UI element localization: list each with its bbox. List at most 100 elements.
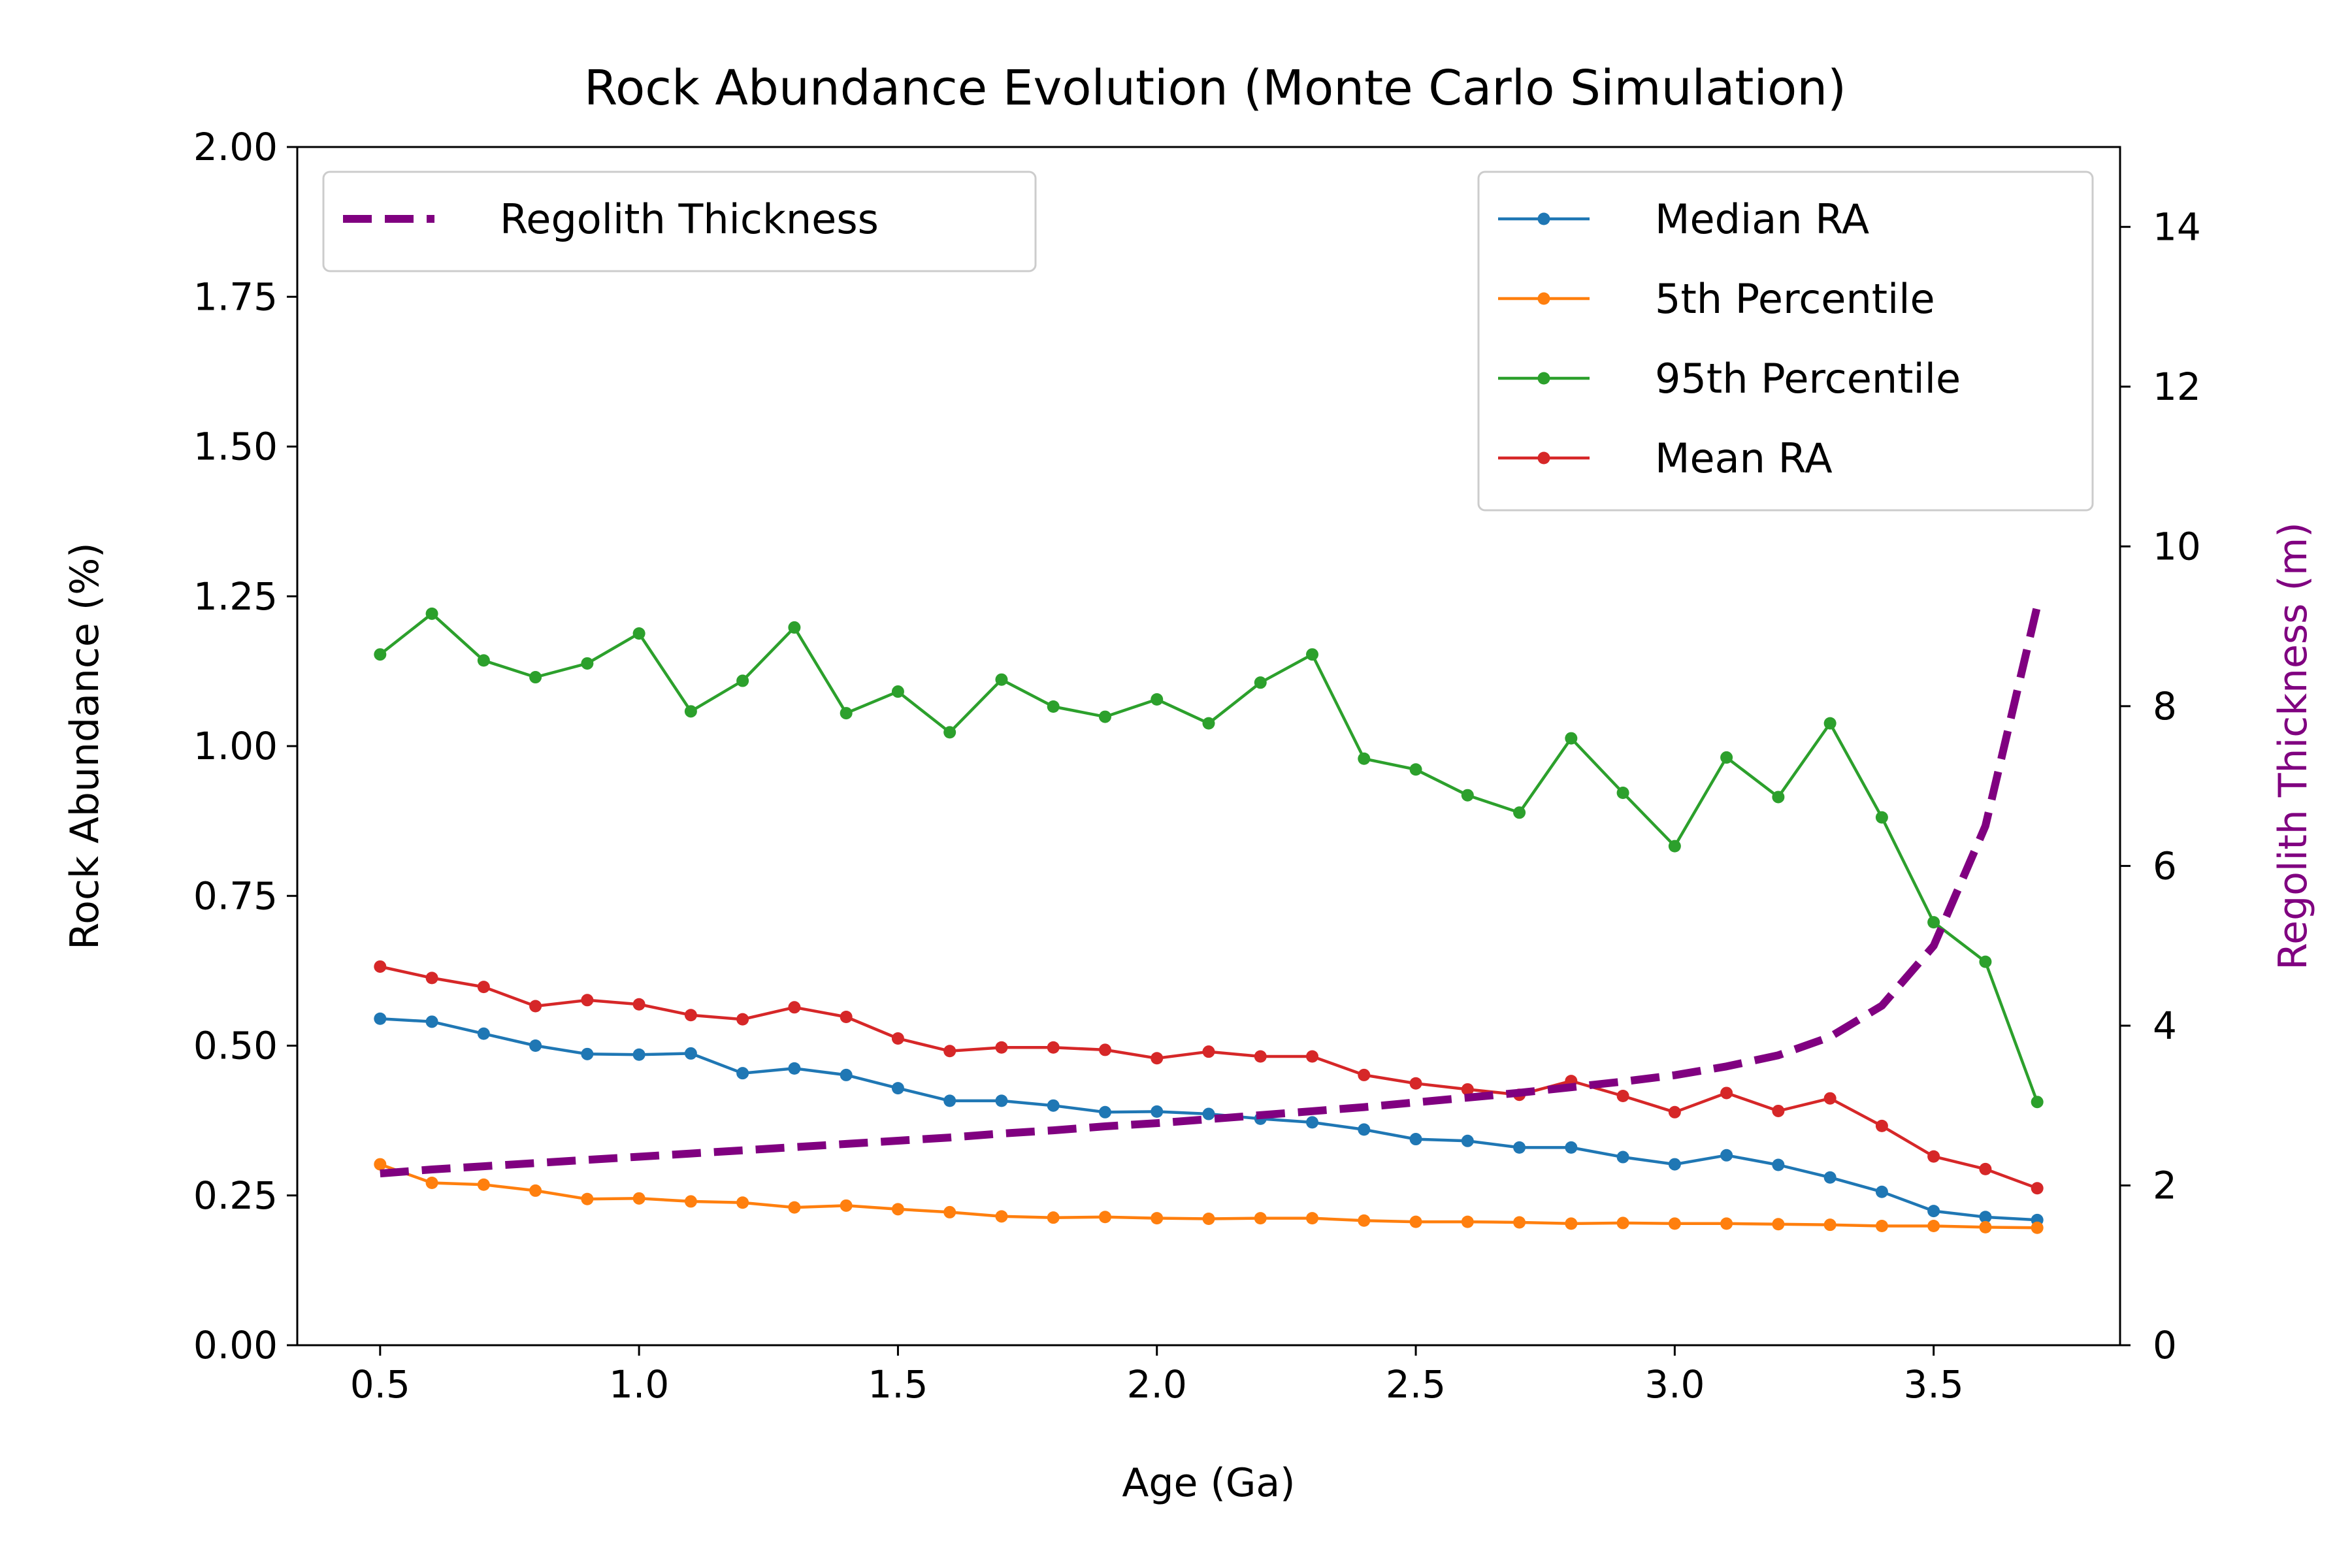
y-tick-label: 0.00 [193, 1323, 278, 1367]
data-point [943, 1045, 956, 1058]
data-point [477, 1178, 490, 1191]
data-point [1927, 1150, 1940, 1163]
data-point [1202, 1107, 1215, 1120]
data-point [425, 972, 438, 985]
data-point [1720, 1149, 1733, 1162]
data-point [1047, 1099, 1060, 1112]
data-point [1823, 1171, 1837, 1184]
data-point [1098, 1211, 1111, 1224]
y-tick-label: 0.75 [193, 874, 278, 918]
data-point [1979, 1162, 1992, 1175]
chart-title: Rock Abundance Evolution (Monte Carlo Si… [584, 60, 1846, 116]
y-tick-label: 1.75 [193, 274, 278, 319]
data-point [788, 1001, 801, 1014]
y2-axis-label: Regolith Thickness (m) [2270, 522, 2316, 970]
data-point [1875, 811, 1888, 824]
data-point [581, 1047, 594, 1060]
data-point [1098, 710, 1111, 723]
data-point [995, 1210, 1008, 1223]
data-point [1306, 1116, 1319, 1129]
data-point [840, 1068, 853, 1081]
legend-marker [1537, 451, 1550, 465]
data-point [684, 705, 697, 718]
data-point [995, 1094, 1008, 1107]
series-3 [374, 960, 2044, 1195]
data-point [1720, 1217, 1733, 1230]
y-axis-left: 0.00 0.25 0.50 0.75 1.00 1.25 1.50 1.75 2.00 [193, 125, 297, 1367]
y2-tick-label: 10 [2153, 524, 2201, 568]
data-point [632, 998, 645, 1011]
data-point [425, 607, 438, 620]
data-point [1306, 1050, 1319, 1063]
y2-tick-label: 12 [2153, 365, 2201, 409]
data-point [1151, 693, 1164, 706]
x-tick-label: 1.5 [868, 1362, 928, 1407]
data-point [1098, 1043, 1111, 1056]
legend-right: Median RA 5th Percentile 95th Percentile Me… [1477, 171, 2094, 512]
series-line [380, 605, 2042, 1178]
x-tick-label: 3.0 [1644, 1362, 1705, 1407]
data-point [1823, 1092, 1837, 1105]
data-point [1358, 1068, 1371, 1081]
data-point [1513, 1216, 1526, 1229]
data-point [1047, 700, 1060, 713]
data-point [581, 657, 594, 670]
data-point [736, 1067, 749, 1080]
data-point [2031, 1221, 2044, 1234]
data-point [2031, 1096, 2044, 1109]
y2-tick-label: 0 [2153, 1323, 2177, 1367]
data-point [425, 1015, 438, 1028]
data-point [1720, 1086, 1733, 1100]
data-point [529, 671, 542, 684]
y-tick-label: 0.50 [193, 1024, 278, 1068]
legend-frame [1477, 171, 2094, 512]
data-point [2031, 1182, 2044, 1195]
legend-item: 5th Percentile [1498, 275, 1935, 323]
legend-item: Mean RA [1498, 434, 1833, 482]
data-point [477, 1027, 490, 1040]
data-point [995, 1041, 1008, 1054]
data-point [736, 1196, 749, 1209]
data-point [1772, 1104, 1785, 1117]
data-point [1565, 1141, 1578, 1154]
series-layer [374, 605, 2044, 1234]
data-point [891, 685, 904, 698]
data-point [374, 1012, 387, 1025]
data-point [1513, 806, 1526, 819]
data-point [374, 960, 387, 973]
series-2 [374, 607, 2044, 1109]
data-point [684, 1047, 697, 1060]
data-point [425, 1176, 438, 1189]
data-point [891, 1203, 904, 1216]
data-point [1979, 1211, 1992, 1224]
series-line [379, 612, 2039, 1103]
y2-tick-label: 6 [2153, 843, 2177, 888]
data-point [1927, 916, 1940, 929]
data-point [477, 981, 490, 994]
data-point [788, 1201, 801, 1214]
data-point [1151, 1052, 1164, 1065]
data-point [1461, 1083, 1474, 1096]
series-4 [380, 605, 2042, 1178]
data-point [1875, 1185, 1888, 1198]
legend-marker [1537, 292, 1550, 305]
data-point [1047, 1211, 1060, 1224]
data-point [1461, 1215, 1474, 1228]
legend-label: Mean RA [1655, 434, 1833, 482]
data-point [374, 1158, 387, 1171]
data-point [995, 673, 1008, 686]
data-point [943, 1094, 956, 1107]
y2-tick-label: 2 [2153, 1163, 2177, 1207]
x-tick-label: 0.5 [350, 1362, 410, 1407]
legend-marker [1537, 212, 1550, 225]
data-point [891, 1032, 904, 1045]
data-point [1823, 717, 1837, 730]
data-point [1875, 1220, 1888, 1233]
data-point [1254, 1050, 1267, 1063]
x-axis-label: Age (Ga) [1122, 1460, 1295, 1506]
y2-tick-label: 4 [2153, 1004, 2177, 1048]
data-point [1979, 1220, 1992, 1233]
legend-label: 95th Percentile [1655, 355, 1961, 402]
series-line [380, 965, 2038, 1190]
data-point [1409, 1133, 1422, 1146]
